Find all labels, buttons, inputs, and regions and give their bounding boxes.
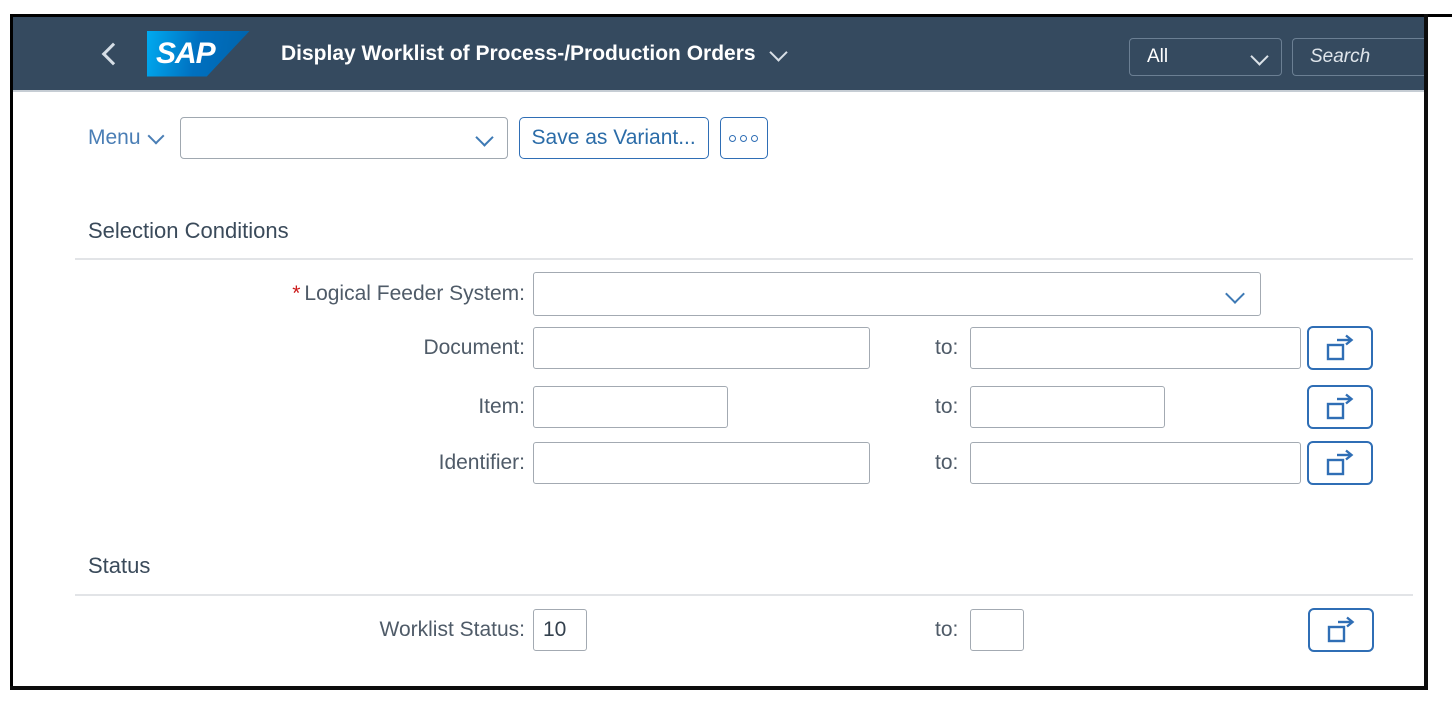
field-label-document: Document: [423,336,525,359]
variant-select[interactable] [179,117,508,159]
sap-logo-text: SAP [156,36,216,70]
chevron-down-icon [477,131,492,142]
chevron-down-icon [149,133,164,143]
input-document-to[interactable] [970,327,1302,369]
multi-selection-icon [1327,449,1354,476]
form-row-document: Document: to: [75,326,1413,370]
header-divider [13,90,1424,92]
input-worklist-status-to[interactable] [970,609,1025,651]
form-row-identifier: Identifier: to: [75,441,1413,485]
menu-button-label: Menu [88,126,141,149]
multi-selection-icon-identifier[interactable] [1307,441,1374,485]
input-item-to[interactable] [970,386,1166,428]
form-row-logical-feeder-system: * Logical Feeder System: [75,272,1413,316]
ellipsis-icon-dot [751,134,759,142]
section-divider [75,594,1413,596]
form-row-item: Item: to: [75,385,1413,429]
multi-selection-icon-document[interactable] [1307,326,1374,370]
multi-selection-icon-worklist-status[interactable] [1308,608,1375,652]
ellipsis-icon-dot [729,134,737,142]
label-worklist-status-to: to: [935,618,959,641]
variant-toolbar: Menu Save as Variant... [88,117,768,159]
app-title-dropdown[interactable]: Display Worklist of Process-/Production … [281,42,787,66]
chevron-down-icon [770,48,787,59]
section-title-status: Status [88,553,151,578]
back-chevron-icon[interactable] [97,39,123,69]
multi-selection-icon [1328,616,1355,643]
section-divider [75,258,1413,260]
label-document-to: to: [935,336,959,359]
header-right-group: All Search [1129,38,1424,76]
frame-right-edge [1424,14,1428,690]
search-scope-select[interactable]: All [1129,38,1282,76]
section-title-selection-conditions: Selection Conditions [88,218,289,243]
sap-logo[interactable]: SAP [147,30,250,77]
input-identifier-to[interactable] [970,442,1302,484]
search-input[interactable]: Search [1292,38,1424,76]
search-placeholder: Search [1310,46,1371,67]
ellipsis-icon-dot [740,134,748,142]
chevron-down-icon [1252,52,1268,63]
menu-button[interactable]: Menu [88,126,164,150]
required-indicator: * [292,282,301,305]
overflow-menu-button[interactable] [719,117,768,159]
field-label-logical-feeder-system: Logical Feeder System: [304,282,525,305]
label-item-to: to: [935,395,959,418]
input-document-from[interactable] [533,327,870,369]
chevron-down-icon [1227,287,1243,299]
input-logical-feeder-system[interactable] [533,272,1261,316]
form-row-worklist-status: Worklist Status: 10 to: [75,608,1413,652]
input-item-from[interactable] [533,386,728,428]
input-worklist-status-from[interactable]: 10 [533,609,587,651]
multi-selection-icon [1327,334,1354,361]
frame-bottom-edge [10,686,1428,690]
page-title: Display Worklist of Process-/Production … [281,41,756,65]
search-scope-value: All [1147,46,1169,67]
save-as-variant-button[interactable]: Save as Variant... [518,117,709,159]
shell-header-bar: SAP Display Worklist of Process-/Product… [13,17,1424,90]
label-identifier-to: to: [935,451,959,474]
field-label-identifier: Identifier: [438,451,525,474]
input-identifier-from[interactable] [533,442,870,484]
multi-selection-icon-item[interactable] [1307,385,1374,429]
field-label-item: Item: [478,395,525,418]
multi-selection-icon [1327,393,1354,420]
field-label-worklist-status: Worklist Status: [379,618,525,641]
